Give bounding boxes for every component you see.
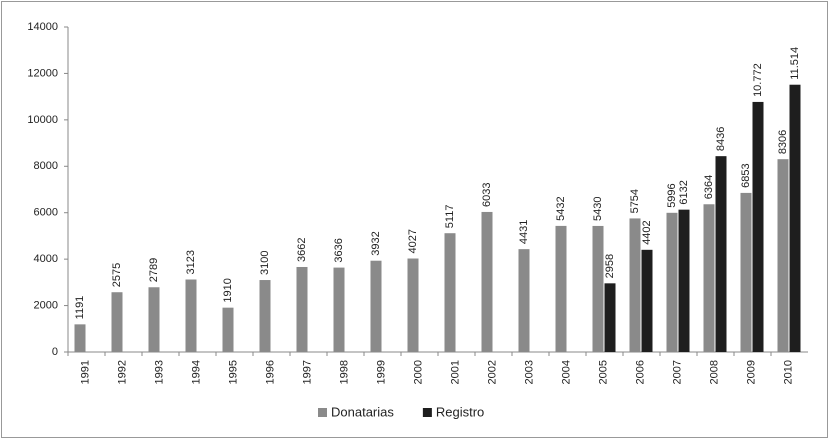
value-label: 5754 xyxy=(629,189,641,213)
value-label: 1191 xyxy=(74,296,86,320)
x-tick-label: 1999 xyxy=(375,360,387,384)
value-label: 6364 xyxy=(703,175,715,199)
bar xyxy=(777,159,789,352)
bar xyxy=(111,292,123,352)
value-label: 3100 xyxy=(259,251,271,275)
value-label: 3636 xyxy=(333,238,345,262)
value-label: 3662 xyxy=(296,238,308,262)
value-label: 3123 xyxy=(185,250,197,274)
value-label: 8306 xyxy=(777,130,789,154)
x-tick-label: 1993 xyxy=(153,360,165,384)
value-label: 6853 xyxy=(740,163,752,187)
bar xyxy=(789,84,801,352)
bar xyxy=(333,267,345,352)
x-tick-label: 2000 xyxy=(412,360,424,384)
value-label: 10.772 xyxy=(752,63,764,97)
bar xyxy=(74,324,86,352)
value-label: 4402 xyxy=(641,220,653,244)
bar xyxy=(592,225,604,352)
bar xyxy=(740,192,752,352)
value-label: 3932 xyxy=(370,231,382,255)
bar xyxy=(370,260,382,352)
value-label: 11.514 xyxy=(789,47,801,80)
value-label: 4027 xyxy=(407,229,419,253)
value-label: 5430 xyxy=(592,196,604,220)
y-tick-label: 14000 xyxy=(27,21,58,33)
x-tick-label: 1994 xyxy=(190,360,202,384)
bar xyxy=(222,307,234,352)
x-tick-label: 2009 xyxy=(745,360,757,384)
x-tick-label: 1992 xyxy=(116,360,128,384)
bar xyxy=(641,249,653,352)
x-tick-label: 2001 xyxy=(449,360,461,384)
bar xyxy=(703,204,715,352)
legend-label: Registro xyxy=(436,404,484,419)
y-tick-label: 2000 xyxy=(34,299,58,311)
y-tick-label: 6000 xyxy=(34,207,58,219)
bar xyxy=(185,279,197,352)
y-tick-label: 8000 xyxy=(34,160,58,172)
value-label: 4431 xyxy=(518,220,530,244)
value-label: 2958 xyxy=(604,254,616,278)
bar xyxy=(715,156,727,352)
value-label: 5996 xyxy=(666,183,678,207)
value-label: 6132 xyxy=(678,180,690,204)
x-tick-label: 1995 xyxy=(227,360,239,384)
x-tick-label: 2007 xyxy=(671,360,683,384)
bar xyxy=(481,211,493,352)
x-tick-label: 2003 xyxy=(523,360,535,384)
bar xyxy=(444,233,456,352)
legend-label: Donatarias xyxy=(331,404,394,419)
bar xyxy=(629,218,641,352)
value-label: 1910 xyxy=(222,278,234,302)
bar xyxy=(752,101,764,352)
x-tick-label: 1991 xyxy=(79,360,91,384)
bar xyxy=(518,249,530,352)
x-tick-label: 1996 xyxy=(264,360,276,384)
y-tick-label: 12000 xyxy=(27,67,58,79)
x-tick-label: 2008 xyxy=(708,360,720,384)
x-tick-label: 2006 xyxy=(634,360,646,384)
y-tick-label: 10000 xyxy=(27,114,58,126)
x-tick-label: 2005 xyxy=(597,360,609,384)
legend-swatch xyxy=(422,408,432,417)
value-label: 2575 xyxy=(111,263,123,287)
bar xyxy=(678,209,690,352)
value-label: 2789 xyxy=(148,258,160,282)
x-tick-label: 2004 xyxy=(560,360,572,384)
y-tick-label: 0 xyxy=(52,346,58,358)
bar xyxy=(407,258,419,352)
value-label: 8436 xyxy=(715,127,727,151)
x-tick-label: 1997 xyxy=(301,360,313,384)
value-label: 5432 xyxy=(555,196,567,220)
bar xyxy=(148,287,160,352)
x-tick-label: 1998 xyxy=(338,360,350,384)
value-label: 6033 xyxy=(481,182,493,206)
bar xyxy=(296,266,308,352)
bar xyxy=(259,280,271,352)
bar xyxy=(555,225,567,352)
value-label: 5117 xyxy=(444,205,456,229)
bar xyxy=(604,283,616,352)
y-tick-label: 4000 xyxy=(34,253,58,265)
x-tick-label: 2010 xyxy=(782,360,794,384)
x-tick-label: 2002 xyxy=(486,360,498,384)
legend-swatch xyxy=(318,408,327,417)
bar xyxy=(666,212,678,352)
